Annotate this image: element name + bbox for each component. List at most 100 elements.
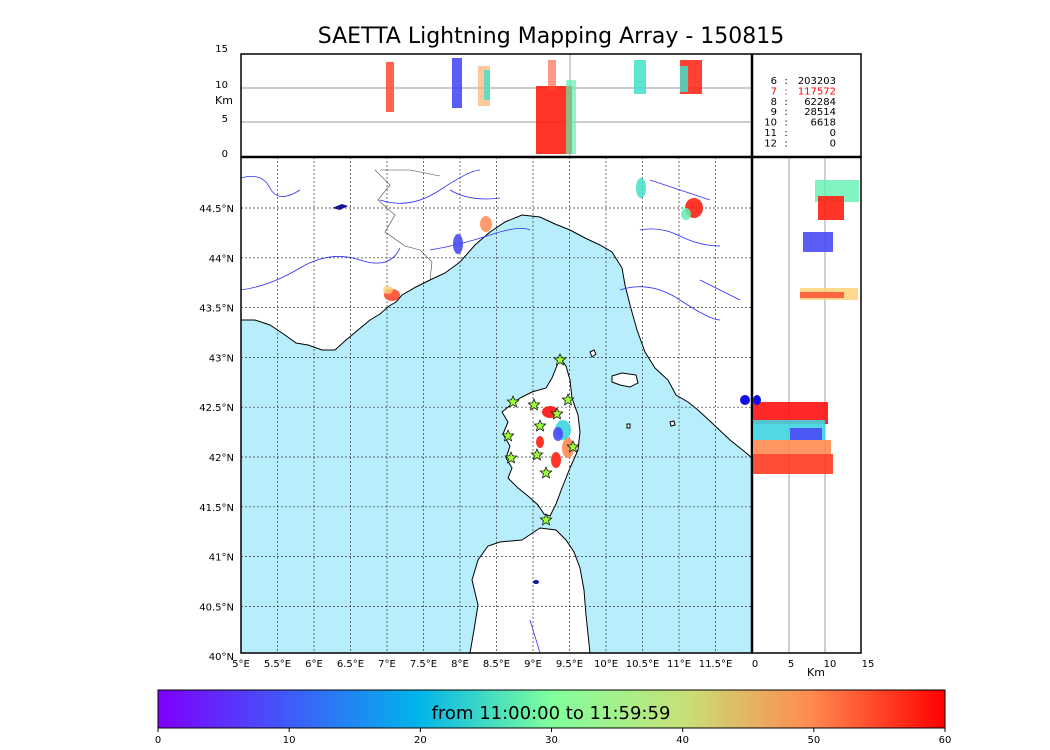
lon-tick-label: 8°E xyxy=(451,659,469,670)
right-x-tick: 0 xyxy=(752,659,758,670)
top-y-tick: 10 xyxy=(215,80,228,91)
right-x-tick: 15 xyxy=(862,659,875,670)
station-count-sep: : xyxy=(784,128,787,139)
station-count-value: 203203 xyxy=(798,76,836,87)
top-lightning-sources xyxy=(386,58,702,154)
right-x-tick: 10 xyxy=(824,659,837,670)
station-count-stations: 9 xyxy=(771,107,777,118)
station-count-sep: : xyxy=(784,107,787,118)
station-count-stations: 8 xyxy=(771,97,777,108)
map-lat-axis: 44.5°N 44°N 43.5°N 43°N 42.5°N 42°N 41.5°N 41°N… xyxy=(199,204,234,663)
lake-geneva xyxy=(332,204,348,210)
colorbar-gradient xyxy=(157,689,946,729)
lat-tick-label: 43°N xyxy=(209,353,234,364)
station-count-stations: 11 xyxy=(764,128,777,139)
lon-tick-label: 11°E xyxy=(667,659,691,670)
station-count-stations: 12 xyxy=(764,138,777,149)
colorbar-tick-label: 60 xyxy=(939,735,952,746)
station-star-icon xyxy=(533,419,547,432)
station-count-value: 117572 xyxy=(798,86,836,97)
lightning-sources xyxy=(383,178,750,468)
lon-tick-label: 9°E xyxy=(524,659,542,670)
station-star-icon xyxy=(561,393,575,406)
lma-stations xyxy=(501,353,580,526)
top-panel xyxy=(241,54,752,157)
station-star-icon xyxy=(504,451,518,464)
island-elba xyxy=(611,372,639,388)
station-count-value: 28514 xyxy=(804,107,836,118)
lat-tick-label: 44°N xyxy=(209,254,234,265)
top-y-tick: 5 xyxy=(222,114,228,125)
top-panel-y-axis: Km 15 10 5 0 xyxy=(215,44,233,160)
lat-tick-label: 44.5°N xyxy=(199,204,234,215)
station-count-value: 0 xyxy=(830,138,836,149)
station-star-icon xyxy=(539,466,553,479)
station-count-sep: : xyxy=(784,118,787,129)
lon-tick-label: 7°E xyxy=(378,659,396,670)
right-panel-x-axis: 0 5 10 15 Km xyxy=(752,659,875,679)
colorbar-tick-label: 30 xyxy=(545,735,558,746)
lat-tick-label: 40.5°N xyxy=(199,602,234,613)
colorbar-tick-label: 40 xyxy=(676,735,689,746)
borders xyxy=(374,169,441,281)
top-y-tick: 15 xyxy=(215,44,228,55)
station-count-value: 62284 xyxy=(804,97,836,108)
mainland xyxy=(241,157,752,459)
colorbar-ticks: 0 10 20 30 40 50 60 xyxy=(155,728,952,746)
station-star-icon xyxy=(530,448,544,461)
lon-tick-label: 6°E xyxy=(305,659,323,670)
right-panel-xlabel: Km xyxy=(807,666,825,679)
lat-tick-label: 40°N xyxy=(209,652,234,663)
island-pianosa xyxy=(626,423,631,429)
lon-tick-label: 7.5°E xyxy=(410,659,437,670)
lon-tick-label: 8.5°E xyxy=(483,659,510,670)
lon-tick-label: 5°E xyxy=(232,659,250,670)
map-grid xyxy=(241,157,752,653)
rivers xyxy=(241,169,741,653)
station-count-stations: 10 xyxy=(764,118,777,129)
station-count-sep: : xyxy=(784,86,787,97)
station-count-table: 6:2032037:1175728:622849:2851410:661811:… xyxy=(764,76,836,149)
station-star-icon xyxy=(527,398,541,411)
right-x-tick: 5 xyxy=(788,659,794,670)
lake-sardinia xyxy=(533,580,539,584)
station-count-sep: : xyxy=(784,97,787,108)
lon-tick-label: 10.5°E xyxy=(626,659,660,670)
right-panel xyxy=(753,157,859,653)
station-count-value: 6618 xyxy=(811,118,836,129)
top-y-tick: 0 xyxy=(222,149,228,160)
map-lon-axis: 5°E 5.5°E 6°E 6.5°E 7°E 7.5°E 8°E 8.5°E 9°E 9.5°E… xyxy=(232,659,732,670)
lat-tick-label: 42.5°N xyxy=(199,403,234,414)
colorbar: from 11:00:00 to 11:59:59 0 10 20 30 40 50 60 xyxy=(155,689,952,746)
lon-tick-label: 10°E xyxy=(594,659,618,670)
colorbar-tick-label: 20 xyxy=(414,735,427,746)
station-count-stations: 6 xyxy=(771,76,777,87)
station-star-icon xyxy=(550,407,564,420)
station-count-value: 0 xyxy=(830,128,836,139)
right-lightning-sources xyxy=(753,180,859,474)
lat-tick-label: 41.5°N xyxy=(199,503,234,514)
lon-tick-label: 5.5°E xyxy=(264,659,291,670)
right-panel-frame xyxy=(751,156,862,654)
colorbar-tick-label: 0 xyxy=(155,735,161,746)
colorbar-tick-label: 10 xyxy=(283,735,296,746)
island-sardinia xyxy=(469,527,591,653)
station-star-icon xyxy=(566,440,580,453)
station-count-sep: : xyxy=(784,138,787,149)
station-star-icon xyxy=(501,429,515,442)
top-panel-ylabel: Km xyxy=(215,94,233,107)
colorbar-tick-label: 50 xyxy=(807,735,820,746)
station-star-icon xyxy=(506,395,520,408)
colorbar-label: from 11:00:00 to 11:59:59 xyxy=(432,703,671,724)
lon-tick-label: 9.5°E xyxy=(556,659,583,670)
lat-tick-label: 42°N xyxy=(209,453,234,464)
lon-tick-label: 11.5°E xyxy=(699,659,733,670)
island-capraia xyxy=(589,349,597,358)
station-count-stations: 7 xyxy=(771,86,777,97)
station-star-icon xyxy=(539,513,553,526)
figure-title: SAETTA Lightning Mapping Array - 150815 xyxy=(317,24,785,49)
lat-tick-label: 41°N xyxy=(209,553,234,564)
lat-tick-label: 43.5°N xyxy=(199,304,234,315)
island-giglio xyxy=(669,420,676,427)
